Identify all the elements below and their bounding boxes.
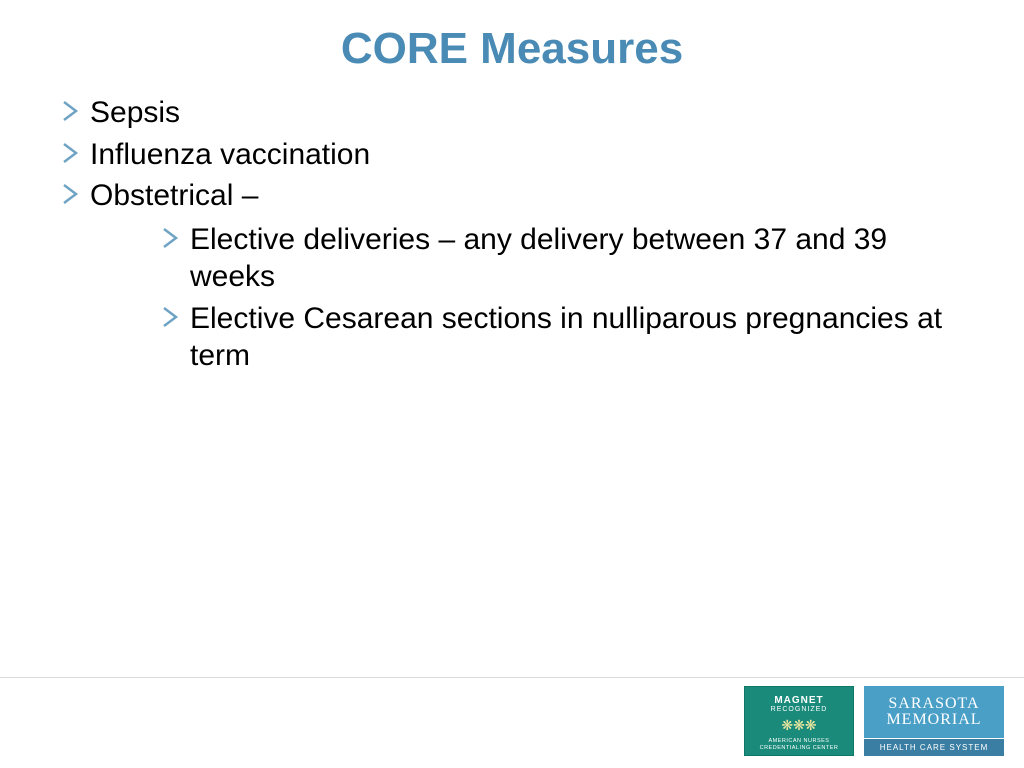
footer-divider — [0, 677, 1024, 678]
smh-logo-top: SARASOTA MEMORIAL — [864, 686, 1004, 738]
laurel-icon: ❋❋❋ — [781, 717, 816, 734]
sub-bullet-text: Elective deliveries – any delivery betwe… — [190, 221, 974, 296]
smh-line2: MEMORIAL — [864, 712, 1004, 728]
chevron-right-icon — [162, 306, 180, 328]
bullet-text: Influenza vaccination — [90, 136, 370, 174]
chevron-right-icon — [62, 183, 80, 205]
content-area: Sepsis Influenza vaccination Obstetrical… — [0, 74, 1024, 375]
magnet-line1: MAGNET — [745, 695, 853, 706]
smh-line1: SARASOTA — [864, 696, 1004, 712]
sub-bullet-item: Elective deliveries – any delivery betwe… — [162, 221, 974, 296]
chevron-right-icon — [62, 100, 80, 122]
magnet-line2: RECOGNIZED — [745, 706, 853, 713]
bullet-text: Obstetrical – — [90, 177, 258, 215]
smh-logo-bottom: HEALTH CARE SYSTEM — [864, 738, 1004, 756]
magnet-subtitle: AMERICAN NURSES CREDENTIALING CENTER — [760, 738, 839, 751]
bullet-item: Sepsis — [62, 94, 974, 132]
chevron-right-icon — [62, 142, 80, 164]
bullet-item: Influenza vaccination — [62, 136, 974, 174]
magnet-sub1: AMERICAN NURSES — [760, 738, 839, 745]
sarasota-memorial-logo: SARASOTA MEMORIAL HEALTH CARE SYSTEM — [864, 686, 1004, 756]
bullet-item: Obstetrical – — [62, 177, 974, 215]
footer-logos: MAGNET RECOGNIZED ❋❋❋ AMERICAN NURSES CR… — [744, 686, 1004, 756]
slide-title: CORE Measures — [0, 0, 1024, 74]
sub-bullet-list: Elective deliveries – any delivery betwe… — [162, 221, 974, 375]
magnet-recognized-logo: MAGNET RECOGNIZED ❋❋❋ AMERICAN NURSES CR… — [744, 686, 854, 756]
bullet-text: Sepsis — [90, 94, 180, 132]
magnet-logo-title: MAGNET RECOGNIZED — [745, 691, 853, 715]
chevron-right-icon — [162, 227, 180, 249]
slide: CORE Measures Sepsis Influenza vaccinati… — [0, 0, 1024, 768]
sub-bullet-text: Elective Cesarean sections in nulliparou… — [190, 300, 974, 375]
sub-bullet-item: Elective Cesarean sections in nulliparou… — [162, 300, 974, 375]
magnet-sub2: CREDENTIALING CENTER — [760, 745, 839, 752]
